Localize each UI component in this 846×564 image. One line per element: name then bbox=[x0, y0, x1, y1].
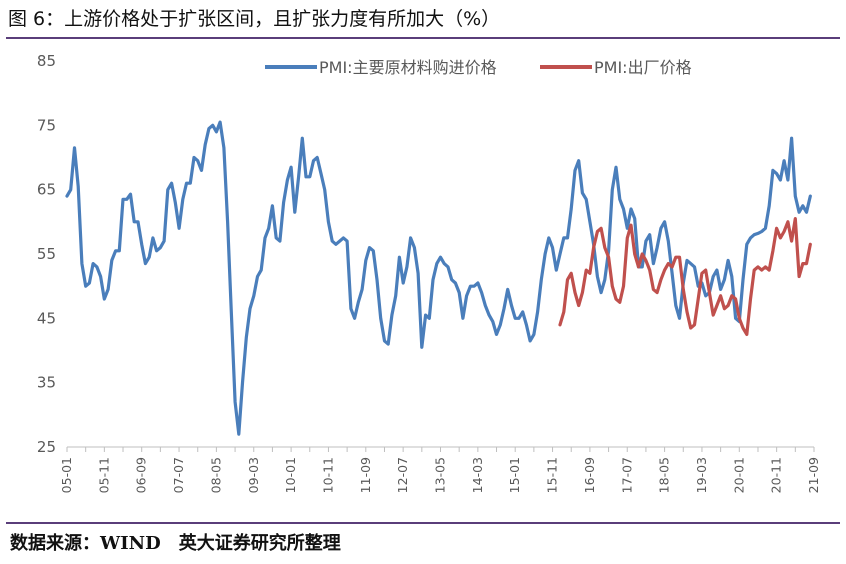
x-tick-label: 06-09 bbox=[134, 457, 149, 493]
x-tick-label: 21-09 bbox=[806, 457, 821, 493]
x-tick-label: 20-01 bbox=[731, 457, 746, 493]
legend-label-1: PMI:主要原材料购进价格 bbox=[319, 58, 497, 77]
legend: PMI:主要原材料购进价格 PMI:出厂价格 bbox=[265, 58, 692, 77]
x-tick-label: 15-01 bbox=[507, 457, 522, 493]
chart-title: 图 6：上游价格处于扩张区间，且扩张力度有所加大（%） bbox=[8, 8, 501, 30]
x-tick-label: 19-03 bbox=[694, 457, 709, 493]
y-tick-label: 45 bbox=[37, 309, 56, 327]
top-divider bbox=[6, 37, 840, 39]
legend-label-2: PMI:出厂价格 bbox=[594, 58, 692, 77]
x-tick-label: 08-05 bbox=[208, 457, 223, 493]
series-line-2 bbox=[558, 217, 812, 336]
y-tick-label: 65 bbox=[37, 181, 56, 199]
y-tick-label: 85 bbox=[37, 52, 56, 70]
x-tick-label: 05-11 bbox=[96, 457, 111, 493]
x-tick-label: 11-09 bbox=[358, 457, 373, 493]
data-source-note: 数据来源：WIND 英大证券研究所整理 bbox=[10, 533, 341, 554]
series-line-1 bbox=[65, 120, 812, 436]
x-tick-label: 20-11 bbox=[769, 457, 784, 493]
bottom-divider bbox=[6, 522, 840, 524]
x-tick-label: 12-07 bbox=[395, 457, 410, 493]
y-axis-labels: 25 35 45 55 65 75 85 bbox=[37, 52, 56, 456]
x-tick-label: 14-03 bbox=[470, 457, 485, 493]
x-tick-label: 10-01 bbox=[283, 457, 298, 493]
x-tick-label: 07-07 bbox=[171, 457, 186, 493]
x-tick-label: 05-01 bbox=[59, 457, 74, 493]
series-lines bbox=[65, 120, 812, 436]
x-tick-label: 10-11 bbox=[320, 457, 335, 493]
x-axis: 05-01 05-11 06-09 07-07 08-05 09-03 10-01 10-11… bbox=[59, 446, 821, 493]
x-tick-label: 09-03 bbox=[246, 457, 261, 493]
x-tick-label: 15-11 bbox=[545, 457, 560, 493]
x-tick-label: 13-05 bbox=[433, 457, 448, 493]
line-chart: 25 35 45 55 65 75 85 05-01 05-11 06-09 07-07 08-05… bbox=[37, 52, 821, 493]
y-tick-label: 55 bbox=[37, 245, 56, 263]
x-tick-label: 17-07 bbox=[619, 457, 634, 493]
x-tick-label: 16-09 bbox=[582, 457, 597, 493]
x-tick-label: 18-05 bbox=[657, 457, 672, 493]
y-tick-label: 25 bbox=[37, 438, 56, 456]
y-tick-label: 75 bbox=[37, 116, 56, 134]
y-tick-label: 35 bbox=[37, 374, 56, 392]
